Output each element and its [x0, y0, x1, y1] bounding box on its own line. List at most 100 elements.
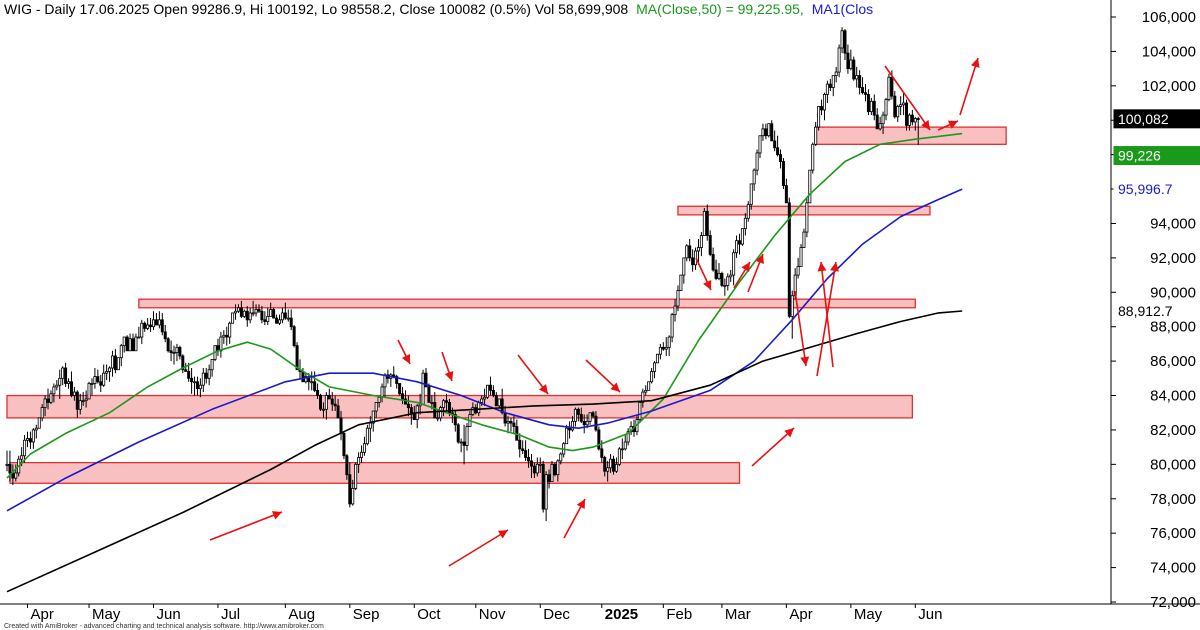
candle-body-56 — [169, 350, 173, 353]
value-tag-0: 100,082 — [1113, 109, 1200, 129]
candle-197 — [582, 414, 586, 434]
y-tick-label-9: 90,000 — [1150, 284, 1196, 301]
y-tick-label-15: 102,000 — [1142, 78, 1196, 95]
candle-31 — [96, 369, 100, 384]
candle-250 — [738, 233, 742, 255]
zone-4 — [815, 126, 1007, 145]
candle-188 — [556, 459, 560, 482]
candle-body-94 — [280, 312, 284, 321]
candle-body-179 — [529, 460, 533, 467]
candle-65 — [195, 376, 199, 396]
candle-261 — [770, 120, 774, 142]
candle-body-198 — [585, 420, 589, 426]
candle-body-236 — [696, 247, 700, 252]
x-tick-label-7: Nov — [479, 606, 506, 623]
candle-body-189 — [559, 453, 563, 462]
candle-body-209 — [617, 448, 621, 465]
candle-88 — [263, 311, 267, 325]
candle-281 — [828, 78, 832, 91]
candle-44 — [134, 333, 138, 352]
candle-body-127 — [377, 396, 381, 403]
candle-295 — [869, 97, 873, 116]
arrow-head-6 — [538, 384, 548, 394]
candle-body-9 — [31, 429, 35, 443]
arrow-0 — [209, 511, 283, 541]
candle-67 — [201, 368, 205, 393]
candle-122 — [362, 436, 366, 456]
candle-10 — [34, 424, 38, 439]
candle-body-250 — [738, 240, 742, 245]
candle-body-126 — [374, 402, 378, 412]
candle-113 — [336, 398, 340, 419]
candle-266 — [784, 178, 788, 204]
candle-body-185 — [547, 474, 551, 482]
candle-70 — [210, 358, 214, 377]
candle-98 — [292, 324, 296, 348]
candle-body-248 — [732, 252, 736, 276]
candle-body-260 — [767, 123, 771, 137]
candle-7 — [26, 431, 30, 448]
candle-body-160 — [474, 407, 478, 414]
candle-242 — [714, 259, 718, 281]
candle-body-238 — [702, 211, 706, 236]
arrow-head-10 — [755, 254, 764, 265]
candle-94 — [280, 307, 284, 324]
candle-body-24 — [75, 391, 79, 410]
candle-77 — [231, 312, 235, 324]
candle-272 — [802, 228, 806, 248]
candle-body-78 — [234, 310, 238, 314]
candle-body-89 — [266, 315, 270, 322]
candle-body-51 — [154, 319, 158, 326]
candle-body-63 — [190, 377, 194, 383]
value-tag-bg-1 — [1113, 146, 1200, 166]
candle-body-3 — [14, 472, 18, 479]
x-tick-label-1: May — [92, 606, 121, 623]
candle-body-161 — [477, 402, 481, 414]
candle-body-43 — [131, 338, 135, 352]
candle-body-142 — [421, 372, 425, 405]
candle-body-206 — [609, 458, 613, 469]
candle-body-48 — [146, 324, 150, 329]
candle-body-150 — [444, 400, 448, 403]
candle-body-88 — [263, 319, 267, 322]
candle-body-302 — [890, 76, 894, 97]
candle-258 — [761, 123, 765, 141]
candle-body-181 — [535, 463, 539, 474]
arrow-head-1 — [497, 530, 508, 539]
candle-55 — [166, 337, 170, 353]
candle-body-30 — [93, 376, 97, 384]
arrow-4 — [397, 339, 411, 365]
candle-body-220 — [650, 371, 654, 383]
candle-body-191 — [565, 427, 569, 445]
candle-126 — [374, 402, 378, 418]
candle-121 — [360, 445, 364, 463]
candle-body-291 — [858, 75, 862, 88]
candle-54 — [163, 324, 167, 343]
arrow-13 — [817, 261, 834, 368]
y-tick-label-0: 72,000 — [1150, 594, 1196, 611]
candle-236 — [696, 238, 700, 265]
candle-body-225 — [664, 346, 668, 350]
candle-42 — [128, 333, 132, 352]
candle-220 — [650, 368, 654, 384]
candle-body-136 — [403, 398, 407, 405]
candle-135 — [401, 386, 405, 405]
candle-177 — [524, 440, 528, 461]
arrow-shaft-3 — [751, 427, 795, 467]
candle-40 — [122, 336, 126, 353]
candle-209 — [617, 447, 621, 467]
candle-body-64 — [193, 381, 197, 384]
candle-53 — [160, 312, 164, 336]
candle-286 — [843, 29, 847, 61]
candle-206 — [609, 454, 613, 473]
candle-body-204 — [603, 457, 607, 472]
candle-287 — [846, 44, 850, 74]
candle-body-246 — [726, 276, 730, 286]
candle-137 — [406, 395, 410, 417]
candle-119 — [354, 462, 358, 491]
candle-278 — [820, 99, 824, 116]
candle-6 — [23, 435, 27, 463]
candle-120 — [357, 452, 361, 473]
candle-75 — [225, 326, 229, 346]
candle-230 — [679, 274, 683, 291]
